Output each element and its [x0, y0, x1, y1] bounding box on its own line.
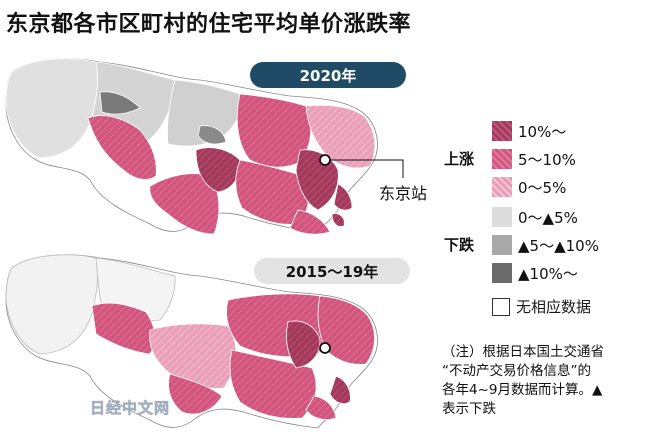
tokyo-station-marker-2015: [319, 342, 331, 354]
legend-no-data: 无相应数据: [492, 296, 591, 317]
legend-swatch: [492, 149, 512, 169]
legend-swatch: [492, 207, 512, 227]
legend-rise-item: 0～5%: [492, 176, 566, 198]
legend: 上涨 10%～ 5～10% 0～5% 下跌 0～▲5% ▲5～▲10% ▲10%…: [440, 118, 655, 328]
tokyo-station-marker-2020: [319, 154, 331, 166]
legend-fall-item: ▲10%～: [492, 262, 578, 284]
pill-2020: [250, 62, 406, 88]
legend-fall-item: ▲5～▲10%: [492, 234, 599, 256]
legend-fall-item: 0～▲5%: [492, 206, 578, 228]
legend-rise-group-label: 上涨: [444, 150, 475, 168]
legend-swatch: [492, 121, 512, 141]
footnote: （注）根据日本国土交通省 “不动产交易价格信息”的 各年4~9月数据而计算。▲ …: [442, 343, 654, 419]
station-leader-line: [330, 159, 404, 178]
legend-fall-group-label: 下跌: [444, 236, 475, 254]
map-2020: 2020年: [5, 58, 406, 235]
pill-2020-label: 2020年: [300, 67, 357, 85]
watermark-logo: 日经中文网: [90, 399, 171, 418]
legend-swatch: [492, 177, 512, 197]
map-2020-west-grey: [5, 58, 99, 159]
footnote-line: 表示下跌: [442, 401, 496, 417]
legend-swatch: [492, 235, 512, 255]
legend-rise-item: 10%～: [492, 120, 566, 142]
legend-rise-item: 5～10%: [492, 148, 576, 170]
legend-swatch: [492, 263, 512, 283]
pill-2015-label: 2015～19年: [286, 263, 379, 281]
footnote-line: 各年4~9月数据而计算。▲: [442, 382, 603, 398]
footnote-line: “不动产交易价格信息”的: [442, 363, 591, 379]
footnote-line: （注）根据日本国土交通省: [442, 344, 604, 360]
map-2015-19: 2015～19年: [5, 254, 410, 429]
legend-no-data-swatch: [492, 297, 510, 316]
tokyo-station-label: 东京站: [379, 184, 428, 203]
page-title: 东京都各市区町村的住宅平均单价涨跌率: [6, 12, 412, 37]
pill-2015: [254, 258, 410, 284]
